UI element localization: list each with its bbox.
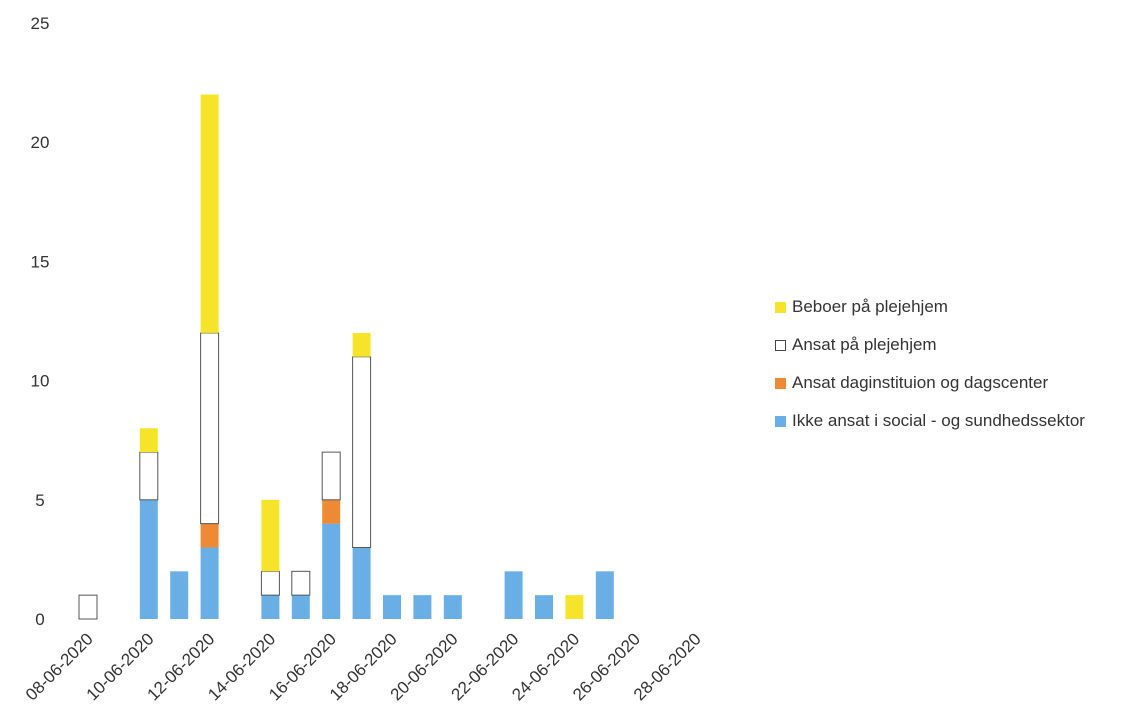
bar-segment [291,595,310,619]
bar-segment [322,523,341,619]
legend-label-beboer: Beboer på plejehjem [792,297,948,316]
bar-segment [260,570,280,596]
legend-item-ansat-plejehjem: Ansat på plejehjem [775,331,1137,359]
y-tick-label: 20 [31,133,50,152]
bar-segment [200,523,219,548]
bar-segment [413,595,432,619]
bar-segment [78,594,98,620]
x-axis: 08-06-202010-06-202012-06-202014-06-2020… [22,629,705,704]
y-tick-label: 10 [31,372,50,391]
bar-segment [504,571,523,619]
legend-item-ikke-ansat: Ikke ansat i social - og sundhedssektor [775,407,1137,435]
legend-swatch-ansat-plejehjem [775,339,786,351]
bar-segment [200,94,219,333]
bar-segment [139,499,158,619]
legend-label-ikke-ansat: Ikke ansat i social - og sundhedssektor [792,411,1085,430]
bar-segment [139,451,159,501]
bar-segment [261,595,280,619]
bar-segment [352,547,371,619]
legend-item-ansat-daginstitution: Ansat daginstituion og dagscenter [775,369,1137,397]
legend-swatch-ansat-daginstitution [775,377,786,389]
y-axis: 0 5 10 15 20 25 [31,14,50,629]
bars [78,94,614,620]
bar-segment [170,571,189,619]
legend: Beboer på plejehjem Ansat på plejehjem A… [775,293,1137,445]
legend-swatch-ikke-ansat [775,415,786,427]
bar-segment [595,571,614,619]
bar-segment [200,332,220,525]
legend-item-beboer: Beboer på plejehjem [775,293,1137,321]
bar-segment [291,570,311,596]
bar-segment [352,356,372,548]
y-tick-label: 15 [31,252,50,271]
bar-segment [565,595,584,619]
bar-segment [352,332,371,357]
bar-segment [383,595,401,619]
bar-segment [139,428,158,453]
bar-segment [261,499,280,572]
bar-segment [535,595,553,619]
bar-segment [322,499,341,524]
legend-label-ansat-daginstitution: Ansat daginstituion og dagscenter [792,373,1049,392]
legend-swatch-beboer [775,301,786,313]
y-tick-label: 5 [35,491,44,510]
y-tick-label: 0 [35,610,44,629]
bar-segment [321,451,341,501]
legend-label-ansat-plejehjem: Ansat på plejehjem [792,335,937,354]
bar-segment [200,547,219,619]
bar-segment [443,595,462,619]
y-tick-label: 25 [31,14,50,33]
